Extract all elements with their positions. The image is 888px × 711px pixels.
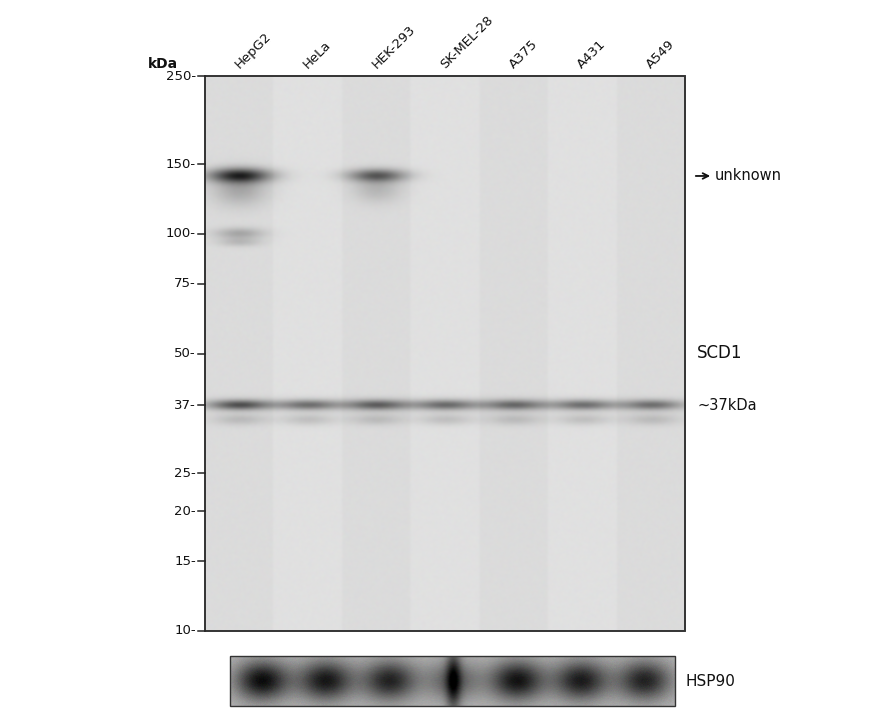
Text: A431: A431 <box>575 38 608 71</box>
Text: SCD1: SCD1 <box>697 345 742 363</box>
Text: HSP90: HSP90 <box>685 673 735 688</box>
Text: kDa: kDa <box>148 57 178 71</box>
Text: 10-: 10- <box>174 624 196 638</box>
Text: HEK-293: HEK-293 <box>369 23 417 71</box>
Text: 25-: 25- <box>174 466 196 479</box>
Text: 37-: 37- <box>174 399 196 412</box>
Bar <box>205 76 685 631</box>
Text: unknown: unknown <box>715 169 782 183</box>
Text: HeLa: HeLa <box>301 38 334 71</box>
Text: A549: A549 <box>644 38 677 71</box>
Text: ~37kDa: ~37kDa <box>697 398 757 413</box>
Text: SK-MEL-28: SK-MEL-28 <box>438 14 496 71</box>
Text: A375: A375 <box>506 37 540 71</box>
Text: 250-: 250- <box>166 70 196 82</box>
Text: 75-: 75- <box>174 277 196 290</box>
Bar <box>230 656 675 706</box>
Text: HepG2: HepG2 <box>232 30 274 71</box>
Text: 150-: 150- <box>166 158 196 171</box>
Text: 15-: 15- <box>174 555 196 567</box>
Text: 20-: 20- <box>174 505 196 518</box>
Bar <box>205 76 685 631</box>
Text: 100-: 100- <box>166 228 196 240</box>
Text: 50-: 50- <box>174 347 196 360</box>
